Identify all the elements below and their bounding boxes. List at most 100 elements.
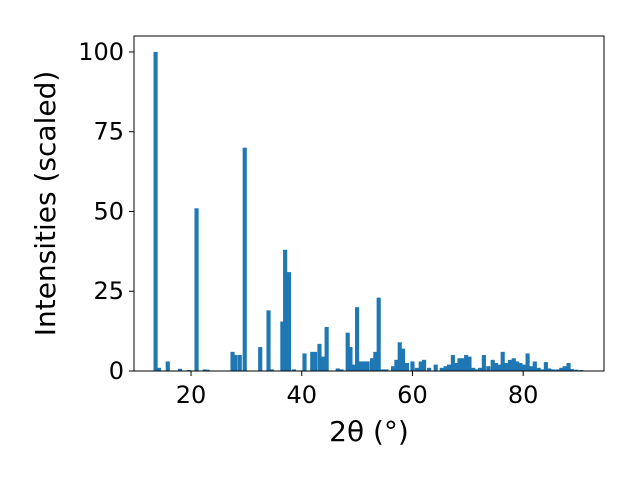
bar	[490, 359, 495, 371]
bar	[574, 369, 579, 371]
x-tick-label: 40	[286, 381, 317, 409]
bar	[446, 364, 452, 371]
bar	[376, 297, 381, 371]
bar	[335, 368, 340, 371]
bar	[397, 342, 402, 371]
bar	[443, 366, 448, 371]
y-tick-label: 25	[93, 277, 124, 305]
bar	[486, 366, 491, 371]
bar	[242, 147, 247, 371]
bar	[348, 347, 353, 371]
bar	[518, 363, 523, 371]
bar	[477, 367, 483, 371]
x-tick-label: 20	[176, 381, 207, 409]
bar	[266, 310, 271, 371]
bar	[156, 367, 161, 371]
bar	[500, 351, 505, 371]
bar	[559, 367, 564, 371]
bar	[410, 361, 415, 371]
bar	[302, 353, 307, 371]
bar	[550, 369, 556, 371]
bar	[153, 51, 158, 371]
bar	[536, 367, 541, 371]
bar-series	[153, 51, 584, 371]
bar	[464, 355, 469, 371]
bar	[543, 362, 548, 371]
bar	[404, 363, 409, 371]
y-tick-label: 50	[93, 197, 124, 225]
bar	[414, 367, 419, 371]
x-axis-label: 2θ (°)	[329, 415, 409, 448]
y-axis-label: Intensities (scaled)	[29, 71, 62, 337]
y-axis: 0 25 50 75 100	[78, 38, 134, 385]
bar	[339, 369, 344, 371]
x-tick-label: 80	[508, 381, 539, 409]
bar	[205, 369, 210, 371]
bar	[365, 361, 370, 371]
y-tick-label: 75	[93, 118, 124, 146]
bar	[324, 326, 329, 371]
bar	[450, 355, 455, 371]
bar	[380, 369, 385, 371]
bar	[467, 356, 472, 371]
plot-frame	[133, 35, 605, 372]
bar	[525, 353, 530, 371]
bar	[286, 272, 292, 371]
bar	[555, 369, 560, 371]
bar	[320, 356, 325, 371]
bar	[474, 369, 479, 371]
y-tick-label: 100	[78, 38, 124, 66]
bar	[521, 364, 526, 371]
bar	[280, 321, 285, 371]
bar	[471, 367, 476, 371]
bar	[569, 369, 574, 371]
bar	[532, 361, 537, 371]
bar	[503, 363, 509, 371]
bar	[566, 363, 571, 371]
bar	[310, 351, 315, 371]
bar	[394, 359, 399, 371]
bar	[165, 361, 170, 371]
bar	[345, 332, 350, 371]
x-axis: 20 40 60 80	[176, 371, 539, 409]
bar	[194, 208, 199, 371]
bar	[539, 369, 545, 371]
bar	[177, 368, 183, 371]
bar	[511, 358, 516, 371]
bar	[384, 369, 389, 371]
bar	[418, 361, 423, 371]
bar	[369, 358, 375, 371]
bar	[230, 351, 235, 371]
bar	[515, 361, 520, 371]
bar	[391, 366, 396, 371]
bar	[283, 249, 288, 371]
bar	[202, 369, 207, 371]
bar	[460, 358, 465, 371]
bar	[355, 307, 360, 371]
x-tick-label: 60	[397, 381, 428, 409]
y-tick-label: 0	[109, 357, 124, 385]
bar	[433, 364, 438, 371]
bar	[529, 366, 534, 371]
bar	[562, 366, 567, 371]
bar	[422, 359, 427, 371]
bar	[497, 364, 502, 371]
bar	[457, 358, 462, 371]
bar	[233, 355, 238, 371]
bar	[258, 347, 263, 371]
bar	[352, 364, 357, 371]
bar	[269, 369, 274, 371]
bar	[291, 369, 297, 371]
bar	[373, 351, 378, 371]
bar	[439, 367, 444, 371]
bar	[362, 361, 367, 371]
bar	[426, 367, 432, 371]
bar	[481, 355, 486, 371]
bar	[507, 359, 512, 371]
bar	[400, 348, 406, 371]
bar	[317, 343, 322, 371]
bar	[358, 361, 364, 371]
bar	[547, 368, 552, 371]
bar	[493, 363, 499, 371]
bar	[312, 351, 318, 371]
